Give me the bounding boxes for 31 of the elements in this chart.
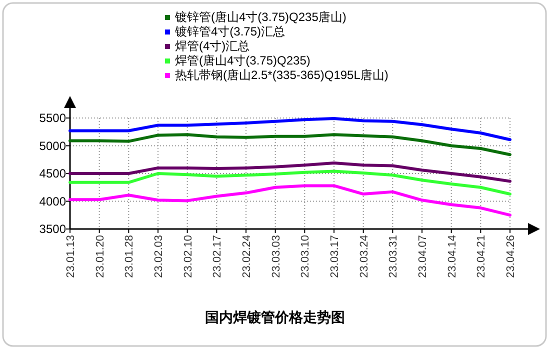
x-tick-label: 23.04.07 bbox=[417, 235, 429, 278]
legend-label: 热轧带钢(唐山2.5*(335-365)Q195L唐山) bbox=[175, 68, 388, 82]
x-tick-label: 23.04.14 bbox=[446, 235, 458, 278]
y-tick-label: 5500 bbox=[39, 111, 66, 125]
x-tick-label: 23.02.24 bbox=[241, 235, 253, 278]
text: 国内焊镀管价格走势图 bbox=[205, 309, 345, 325]
legend-label: 焊管(唐山4寸(3.75)Q235) bbox=[175, 54, 310, 68]
x-tick-label: 23.03.24 bbox=[358, 235, 370, 278]
y-tick-label: 3500 bbox=[39, 222, 66, 236]
line-series bbox=[68, 161, 512, 183]
y-tick-label: 5000 bbox=[39, 138, 66, 153]
x-tick-label: 23.03.10 bbox=[300, 235, 312, 278]
x-tick-label: 23.01.28 bbox=[124, 235, 136, 278]
line-series bbox=[68, 133, 512, 156]
legend-label: 焊管(4寸)汇总 bbox=[175, 39, 250, 53]
line-series bbox=[68, 170, 512, 196]
x-tick-label: 23.02.03 bbox=[153, 235, 165, 278]
x-tick-label: 23.03.17 bbox=[329, 235, 341, 278]
x-tick-label: 23.04.26 bbox=[505, 235, 517, 278]
x-tick-label: 23.02.17 bbox=[212, 235, 224, 278]
legend-label: 镀锌管(唐山4寸(3.75)Q235唐山) bbox=[174, 10, 346, 24]
x-tick-label: 23.03.31 bbox=[388, 235, 400, 278]
x-tick-label: 23.01.20 bbox=[94, 235, 106, 278]
line-series bbox=[68, 184, 512, 217]
x-tick-label: 23.03.03 bbox=[270, 235, 282, 278]
x-tick-label: 23.01.13 bbox=[65, 235, 77, 278]
y-tick-label: 4000 bbox=[39, 194, 66, 208]
y-tick-label: 4500 bbox=[39, 166, 66, 180]
x-tick-label: 23.02.10 bbox=[182, 235, 194, 278]
x-tick-label: 23.04.21 bbox=[476, 235, 488, 278]
legend-label: 镀锌管4寸(3.75)汇总 bbox=[174, 24, 286, 38]
